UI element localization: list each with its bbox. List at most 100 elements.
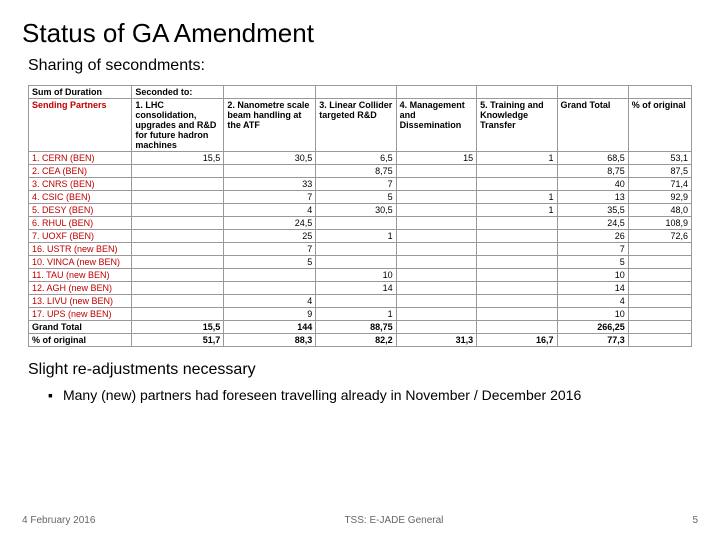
table-row: 5. DESY (BEN)430,5135,548,0 xyxy=(29,204,692,217)
row-label: 5. DESY (BEN) xyxy=(29,204,132,217)
cell xyxy=(477,308,557,321)
row-label: 12. AGH (new BEN) xyxy=(29,282,132,295)
cell: 15,5 xyxy=(132,152,224,165)
cell xyxy=(477,217,557,230)
cell: 51,7 xyxy=(132,334,224,347)
page-title: Status of GA Amendment xyxy=(22,18,698,49)
th-sum: Sum of Duration xyxy=(29,86,132,99)
cell-pct: 87,5 xyxy=(628,165,691,178)
cell: 16,7 xyxy=(477,334,557,347)
cell xyxy=(132,243,224,256)
cell-pct: 48,0 xyxy=(628,204,691,217)
footer-date: 4 February 2016 xyxy=(22,515,95,526)
cell: 7 xyxy=(557,243,628,256)
cell: 5 xyxy=(224,256,316,269)
cell: 7 xyxy=(224,243,316,256)
cell: 144 xyxy=(224,321,316,334)
cell: 4 xyxy=(224,204,316,217)
cell: 35,5 xyxy=(557,204,628,217)
cell xyxy=(396,191,476,204)
cell-pct: 53,1 xyxy=(628,152,691,165)
cell xyxy=(477,295,557,308)
row-label: 3. CNRS (BEN) xyxy=(29,178,132,191)
cell-pct xyxy=(628,295,691,308)
cell: 4 xyxy=(224,295,316,308)
cell: 31,3 xyxy=(396,334,476,347)
cell: 88,75 xyxy=(316,321,396,334)
th-seconded: Seconded to: xyxy=(132,86,224,99)
cell: 13 xyxy=(557,191,628,204)
cell xyxy=(132,256,224,269)
cell-pct xyxy=(628,308,691,321)
cell xyxy=(316,295,396,308)
table-row: 16. USTR (new BEN) 7 7 xyxy=(29,243,692,256)
cell xyxy=(132,295,224,308)
cell: 1 xyxy=(316,308,396,321)
cell-pct: 72,6 xyxy=(628,230,691,243)
cell xyxy=(132,191,224,204)
cell: 10 xyxy=(557,308,628,321)
th-col-2: 3. Linear Collider targeted R&D xyxy=(316,99,396,152)
table-row: Grand Total15,514488,75266,25 xyxy=(29,321,692,334)
cell xyxy=(477,178,557,191)
cell: 25 xyxy=(224,230,316,243)
table-row: 12. AGH (new BEN)1414 xyxy=(29,282,692,295)
cell xyxy=(477,230,557,243)
row-label: 1. CERN (BEN) xyxy=(29,152,132,165)
row-label: % of original xyxy=(29,334,132,347)
cell xyxy=(132,308,224,321)
table-row: 11. TAU (new BEN)1010 xyxy=(29,269,692,282)
cell: 9 xyxy=(224,308,316,321)
cell: 88,3 xyxy=(224,334,316,347)
table-row: 7. UOXF (BEN) 251 2672,6 xyxy=(29,230,692,243)
row-label: 16. USTR (new BEN) xyxy=(29,243,132,256)
cell xyxy=(316,217,396,230)
table-row: 3. CNRS (BEN)3374071,4 xyxy=(29,178,692,191)
cell: 40 xyxy=(557,178,628,191)
th-sending: Sending Partners xyxy=(29,99,132,152)
cell xyxy=(396,295,476,308)
cell xyxy=(396,269,476,282)
th-col-4: 5. Training and Knowledge Transfer xyxy=(477,99,557,152)
row-label: Grand Total xyxy=(29,321,132,334)
cell: 30,5 xyxy=(224,152,316,165)
cell: 14 xyxy=(557,282,628,295)
cell: 82,2 xyxy=(316,334,396,347)
table-row: % of original51,788,382,231,316,777,3 xyxy=(29,334,692,347)
cell xyxy=(477,165,557,178)
cell: 8,75 xyxy=(316,165,396,178)
cell: 77,3 xyxy=(557,334,628,347)
cell xyxy=(396,243,476,256)
cell: 1 xyxy=(316,230,396,243)
row-label: 11. TAU (new BEN) xyxy=(29,269,132,282)
table-row: 6. RHUL (BEN)24,524,5108,9 xyxy=(29,217,692,230)
cell-pct xyxy=(628,282,691,295)
cell xyxy=(396,230,476,243)
row-label: 17. UPS (new BEN) xyxy=(29,308,132,321)
cell xyxy=(396,256,476,269)
cell: 266,25 xyxy=(557,321,628,334)
cell xyxy=(396,204,476,217)
cell-pct xyxy=(628,269,691,282)
table-row: 2. CEA (BEN)8,758,7587,5 xyxy=(29,165,692,178)
footer-page: 5 xyxy=(692,515,698,526)
cell xyxy=(396,308,476,321)
footer-center: TSS: E-JADE General xyxy=(344,515,443,526)
cell xyxy=(132,165,224,178)
cell: 26 xyxy=(557,230,628,243)
th-col-3: 4. Management and Dissemination xyxy=(396,99,476,152)
cell xyxy=(477,269,557,282)
cell: 24,5 xyxy=(557,217,628,230)
cell: 1 xyxy=(477,152,557,165)
row-label: 7. UOXF (BEN) xyxy=(29,230,132,243)
row-label: 4. CSIC (BEN) xyxy=(29,191,132,204)
cell xyxy=(132,178,224,191)
table-row: 10. VINCA (new BEN)55 xyxy=(29,256,692,269)
cell: 7 xyxy=(224,191,316,204)
th-col-5: Grand Total xyxy=(557,99,628,152)
cell-pct xyxy=(628,243,691,256)
cell xyxy=(477,256,557,269)
cell xyxy=(396,217,476,230)
row-label: 6. RHUL (BEN) xyxy=(29,217,132,230)
cell xyxy=(396,282,476,295)
